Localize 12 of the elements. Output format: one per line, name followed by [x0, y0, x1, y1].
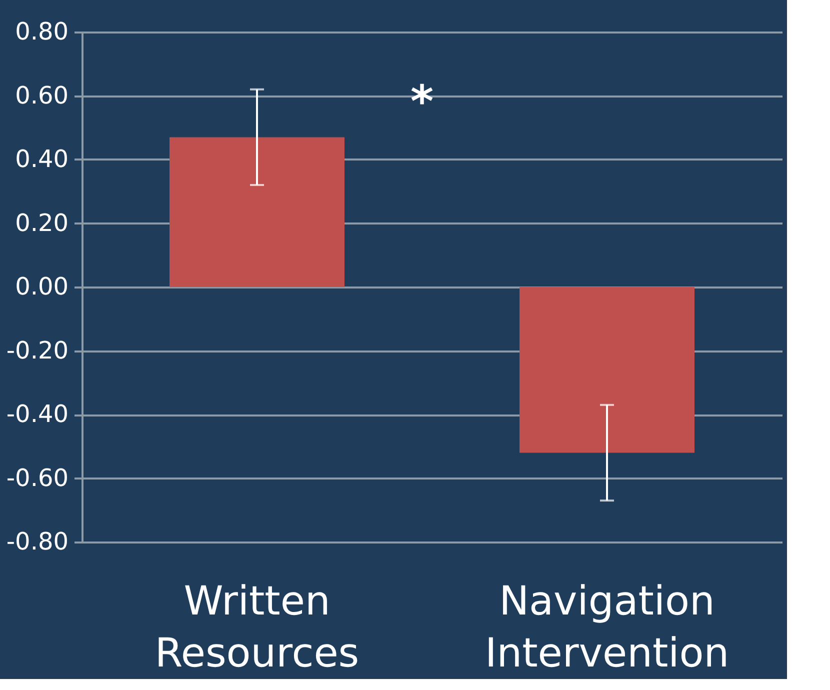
y-tick-label: -0.80: [6, 528, 68, 556]
y-tick-label: 0.20: [15, 208, 68, 237]
y-tick-label: -0.40: [6, 400, 68, 428]
x-tick-label: Written Resources: [154, 578, 360, 676]
x-tick-label: Navigation Intervention: [484, 578, 730, 676]
y-tick-label: -0.60: [6, 464, 68, 492]
y-tick-label: 0.80: [15, 18, 68, 46]
y-tick-label: 0.40: [15, 145, 68, 173]
y-tick-label: 0.60: [15, 81, 68, 110]
y-tick-label: -0.20: [6, 336, 68, 364]
annotation: *: [410, 76, 434, 128]
y-tick-label: 0.00: [15, 272, 68, 300]
